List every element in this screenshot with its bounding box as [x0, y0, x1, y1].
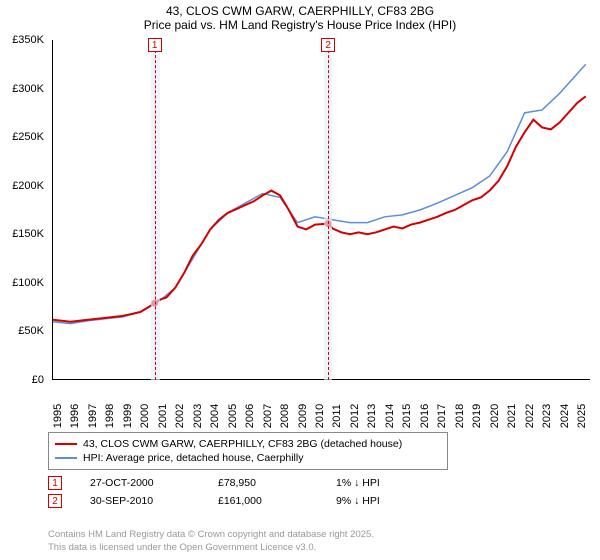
y-tick-label: £200K: [12, 180, 44, 192]
x-tick-label: 2020: [489, 404, 501, 428]
y-axis-labels: £0£50K£100K£150K£200K£250K£300K£350K: [0, 40, 48, 380]
sales-delta: 1% ↓ HPI: [336, 477, 416, 489]
legend-swatch: [55, 457, 77, 459]
x-tick-label: 2018: [454, 404, 466, 428]
x-tick-label: 2001: [157, 404, 169, 428]
x-tick-label: 2021: [506, 404, 518, 428]
sales-price: £78,950: [218, 477, 308, 489]
y-tick-label: £100K: [12, 277, 44, 289]
title-line-1: 43, CLOS CWM GARW, CAERPHILLY, CF83 2BG: [0, 4, 600, 18]
sale-dash-line: [155, 40, 156, 380]
legend-label: HPI: Average price, detached house, Caer…: [83, 452, 303, 464]
plot: 12: [52, 40, 590, 380]
sales-row: 1 27-OCT-2000 £78,950 1% ↓ HPI: [48, 474, 416, 492]
chart-area: 12: [52, 40, 590, 380]
x-tick-label: 2017: [436, 404, 448, 428]
x-tick-label: 2011: [331, 404, 343, 428]
x-tick-label: 2000: [139, 404, 151, 428]
x-tick-label: 1999: [122, 404, 134, 428]
y-tick-label: £250K: [12, 131, 44, 143]
x-tick-label: 2013: [366, 404, 378, 428]
x-tick-label: 2023: [541, 404, 553, 428]
sales-delta: 9% ↓ HPI: [336, 495, 416, 507]
x-tick-label: 2005: [227, 404, 239, 428]
x-tick-label: 2025: [576, 404, 588, 428]
legend-swatch: [55, 443, 77, 445]
plot-svg: [53, 40, 591, 380]
x-tick-label: 2024: [559, 404, 571, 428]
sales-price: £161,000: [218, 495, 308, 507]
x-tick-label: 2010: [314, 404, 326, 428]
legend-item: HPI: Average price, detached house, Caer…: [55, 451, 441, 465]
x-tick-label: 2003: [192, 404, 204, 428]
y-tick-label: £50K: [18, 325, 44, 337]
sales-marker-box: 1: [48, 476, 62, 490]
sales-row: 2 30-SEP-2010 £161,000 9% ↓ HPI: [48, 492, 416, 510]
x-tick-label: 2014: [384, 404, 396, 428]
x-tick-label: 2006: [244, 404, 256, 428]
footer: Contains HM Land Registry data © Crown c…: [48, 529, 374, 554]
sale-dash-line: [328, 40, 329, 380]
sale-marker-annotation: 1: [148, 38, 162, 52]
x-tick-label: 1995: [52, 404, 64, 428]
x-tick-label: 2008: [279, 404, 291, 428]
y-tick-label: £350K: [12, 34, 44, 46]
y-tick-label: £0: [32, 374, 44, 386]
x-axis-labels: 1995 1996 1997 1998 1999 2000 2001 2002 2003 2004…: [52, 382, 590, 430]
x-tick-label: 2002: [174, 404, 186, 428]
x-tick-label: 2016: [419, 404, 431, 428]
chart-title: 43, CLOS CWM GARW, CAERPHILLY, CF83 2BG …: [0, 0, 600, 34]
x-tick-label: 2009: [297, 404, 309, 428]
footer-line-1: Contains HM Land Registry data © Crown c…: [48, 529, 374, 541]
y-tick-label: £150K: [12, 228, 44, 240]
footer-line-2: This data is licensed under the Open Gov…: [48, 542, 374, 554]
legend: 43, CLOS CWM GARW, CAERPHILLY, CF83 2BG …: [48, 432, 448, 470]
x-tick-label: 2007: [262, 404, 274, 428]
sales-marker-box: 2: [48, 494, 62, 508]
sale-marker-annotation: 2: [321, 38, 335, 52]
title-line-2: Price paid vs. HM Land Registry's House …: [0, 18, 600, 32]
x-tick-label: 2015: [401, 404, 413, 428]
legend-item: 43, CLOS CWM GARW, CAERPHILLY, CF83 2BG …: [55, 437, 441, 451]
sales-date: 27-OCT-2000: [90, 477, 190, 489]
x-tick-label: 1997: [87, 404, 99, 428]
legend-label: 43, CLOS CWM GARW, CAERPHILLY, CF83 2BG …: [83, 438, 402, 450]
sales-table: 1 27-OCT-2000 £78,950 1% ↓ HPI 2 30-SEP-2010 £…: [48, 474, 416, 510]
series-hpi: [53, 64, 586, 323]
x-tick-label: 1996: [69, 404, 81, 428]
x-tick-label: 1998: [104, 404, 116, 428]
x-tick-label: 2004: [209, 404, 221, 428]
x-tick-label: 2022: [524, 404, 536, 428]
sales-date: 30-SEP-2010: [90, 495, 190, 507]
y-tick-label: £300K: [12, 83, 44, 95]
x-tick-label: 2019: [471, 404, 483, 428]
x-tick-label: 2012: [349, 404, 361, 428]
series-price_paid: [53, 96, 586, 321]
